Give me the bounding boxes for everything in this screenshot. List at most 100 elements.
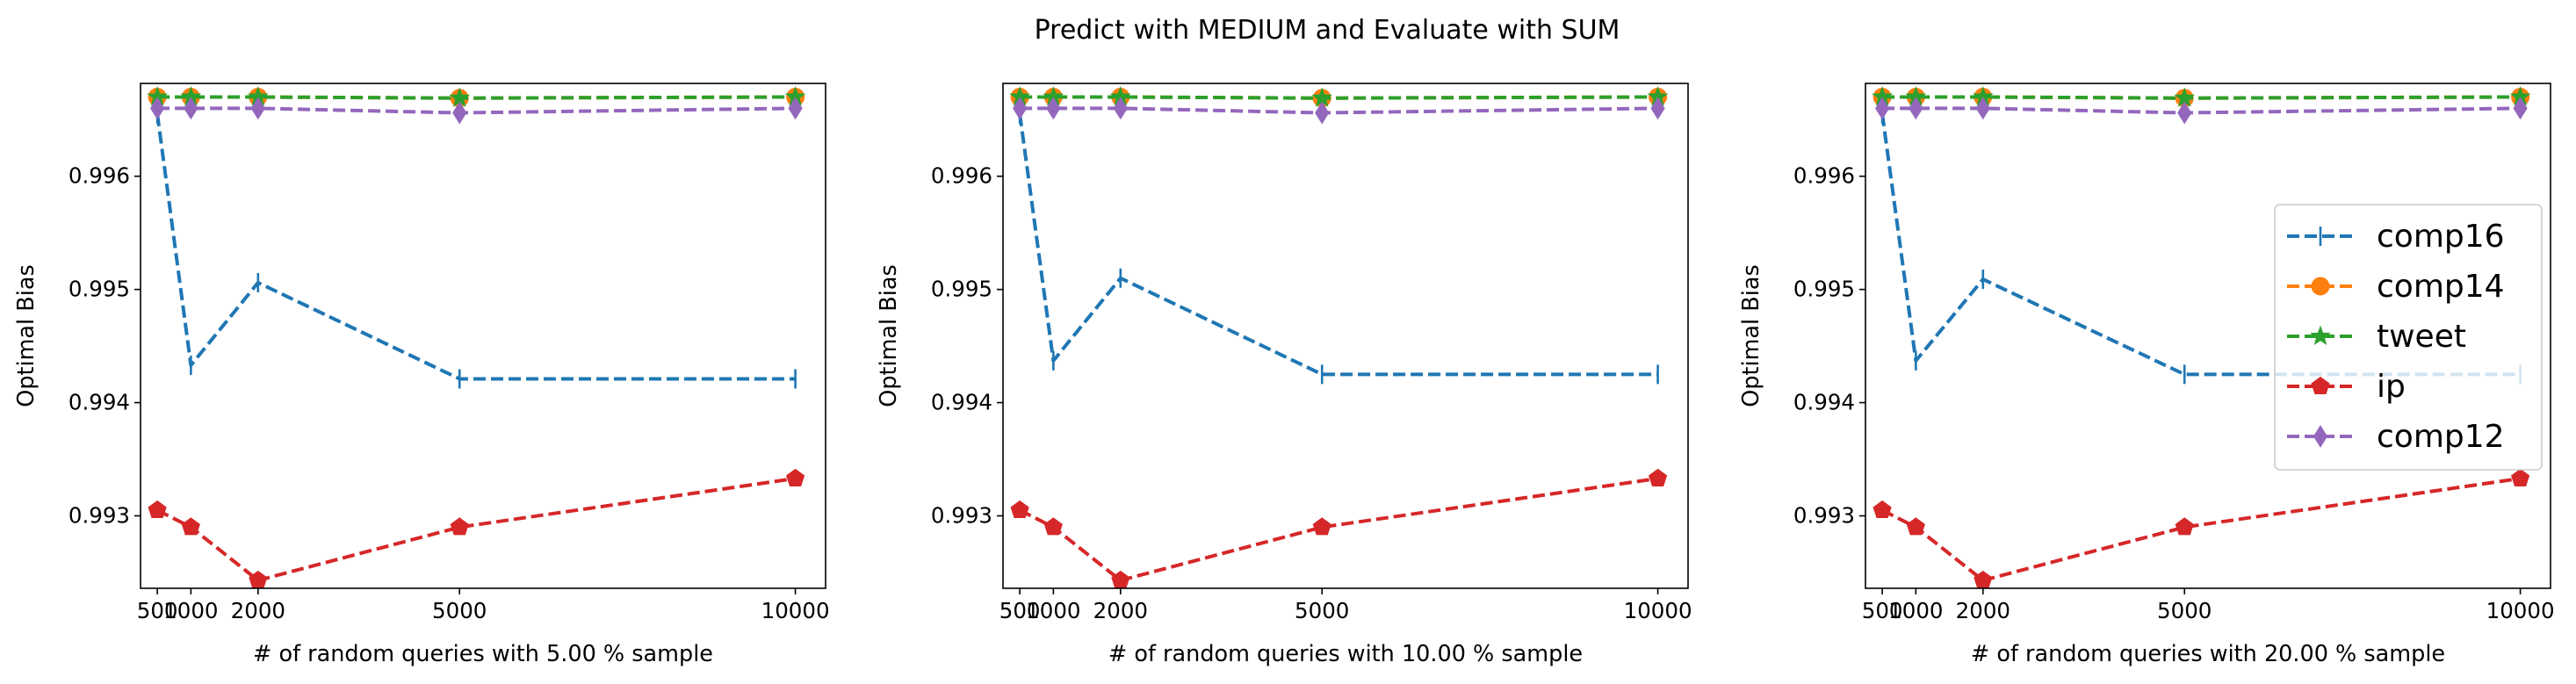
data-point-ip — [1649, 468, 1668, 486]
data-point-comp12 — [1650, 97, 1665, 120]
y-tick-label: 0.994 — [1793, 390, 1855, 415]
x-tick-label: 1000 — [1026, 598, 1080, 623]
data-point-ip — [1010, 500, 1029, 519]
data-point-comp12 — [788, 97, 803, 120]
series-line-comp16 — [1018, 113, 1658, 377]
series-ip — [1872, 468, 2530, 588]
y-tick-label: 0.996 — [931, 163, 992, 189]
x-tick-label: 5000 — [1295, 598, 1349, 623]
data-point-comp12 — [250, 97, 265, 120]
plot-frame — [1865, 83, 2551, 589]
x-tick-label: 1000 — [163, 598, 218, 623]
legend-label: tweet — [2377, 319, 2466, 355]
legend-marker — [2313, 425, 2328, 448]
x-tick-label: 2000 — [231, 598, 285, 623]
x-tick-label: 5000 — [2157, 598, 2212, 623]
legend-item-comp12: comp12 — [2287, 419, 2505, 455]
legend-marker — [2311, 277, 2330, 296]
x-tick-label: 500 — [999, 598, 1041, 623]
x-tick-label: 10000 — [1624, 598, 1692, 623]
legend-marker — [2310, 325, 2331, 346]
y-tick-label: 0.993 — [69, 502, 130, 528]
series-comp16 — [155, 104, 797, 389]
legend-item-comp16: comp16 — [2287, 219, 2505, 255]
y-tick-label: 0.993 — [931, 502, 992, 528]
data-point-ip — [1043, 517, 1063, 536]
data-point-ip — [1906, 517, 1925, 536]
legend-item-tweet: tweet — [2287, 319, 2466, 355]
y-axis-label: Optimal Bias — [876, 264, 902, 407]
x-tick-label: 10000 — [761, 598, 830, 623]
data-point-ip — [2175, 517, 2194, 536]
series-ip — [148, 468, 805, 588]
data-point-ip — [181, 517, 200, 536]
x-tick-label: 10000 — [2486, 598, 2555, 623]
legend-item-ip: ip — [2287, 369, 2406, 405]
y-tick-label: 0.994 — [931, 390, 992, 415]
x-axis-label: # of random queries with 5.00 % sample — [253, 641, 713, 667]
x-tick-label: 5000 — [432, 598, 487, 623]
data-point-comp12 — [1113, 97, 1128, 120]
data-point-comp12 — [150, 97, 165, 120]
series-line-comp16 — [155, 113, 796, 381]
data-point-comp12 — [1046, 97, 1061, 120]
data-point-comp12 — [1975, 97, 1990, 120]
y-tick-label: 0.996 — [1793, 163, 1855, 189]
series-comp12 — [150, 97, 803, 125]
x-tick-label: 1000 — [1888, 598, 1943, 623]
legend-box — [2274, 204, 2543, 471]
y-tick-label: 0.993 — [1793, 502, 1855, 528]
series-tweet — [1872, 86, 2531, 107]
legend-label: comp14 — [2377, 269, 2505, 305]
legend-item-comp14: comp14 — [2287, 269, 2505, 305]
legend-label: comp12 — [2377, 419, 2505, 455]
y-tick-label: 0.995 — [1793, 277, 1855, 302]
plot-frame — [140, 83, 826, 589]
y-axis-label: Optimal Bias — [1738, 264, 1764, 407]
x-tick-label: 500 — [1862, 598, 1903, 623]
series-comp12 — [1013, 97, 1665, 125]
data-point-comp12 — [2177, 101, 2192, 125]
x-tick-label: 2000 — [1956, 598, 2010, 623]
series-line-ip — [1881, 476, 2521, 582]
data-point-comp12 — [184, 97, 198, 120]
y-tick-label: 0.996 — [69, 163, 130, 189]
y-axis-label: Optimal Bias — [13, 264, 40, 407]
x-axis-label: # of random queries with 10.00 % sample — [1108, 641, 1583, 667]
data-point-comp12 — [1875, 97, 1890, 120]
legend-label: ip — [2377, 369, 2406, 405]
y-tick-label: 0.995 — [931, 277, 992, 302]
data-point-comp12 — [1013, 97, 1028, 120]
data-point-ip — [1872, 500, 1892, 519]
legend-label: comp16 — [2377, 219, 2505, 255]
data-point-comp12 — [452, 101, 467, 125]
y-tick-label: 0.995 — [69, 277, 130, 302]
legend-marker — [2311, 376, 2330, 394]
x-tick-label: 2000 — [1093, 598, 1148, 623]
data-point-ip — [1312, 517, 1331, 536]
series-line-comp12 — [1020, 106, 1658, 115]
data-point-comp12 — [1909, 97, 1923, 120]
data-point-ip — [2511, 468, 2530, 486]
data-point-comp12 — [2513, 97, 2528, 120]
series-line-comp12 — [157, 106, 796, 115]
legend: comp16 comp14 tweet ip comp12 — [2274, 204, 2543, 471]
series-line-ip — [1019, 476, 1658, 582]
series-tweet — [1009, 86, 1669, 107]
data-point-ip — [786, 468, 805, 486]
plot-frame — [1002, 83, 1689, 589]
x-axis-label: # of random queries with 20.00 % sample — [1971, 641, 2445, 667]
series-tweet — [147, 86, 806, 107]
series-line-ip — [156, 476, 796, 582]
y-tick-label: 0.994 — [69, 390, 130, 415]
data-point-ip — [450, 517, 469, 536]
figure-title: Predict with MEDIUM and Evaluate with SU… — [1035, 15, 1620, 46]
series-comp12 — [1875, 97, 2528, 125]
x-tick-label: 500 — [137, 598, 178, 623]
series-ip — [1010, 468, 1668, 588]
data-point-ip — [148, 500, 167, 519]
